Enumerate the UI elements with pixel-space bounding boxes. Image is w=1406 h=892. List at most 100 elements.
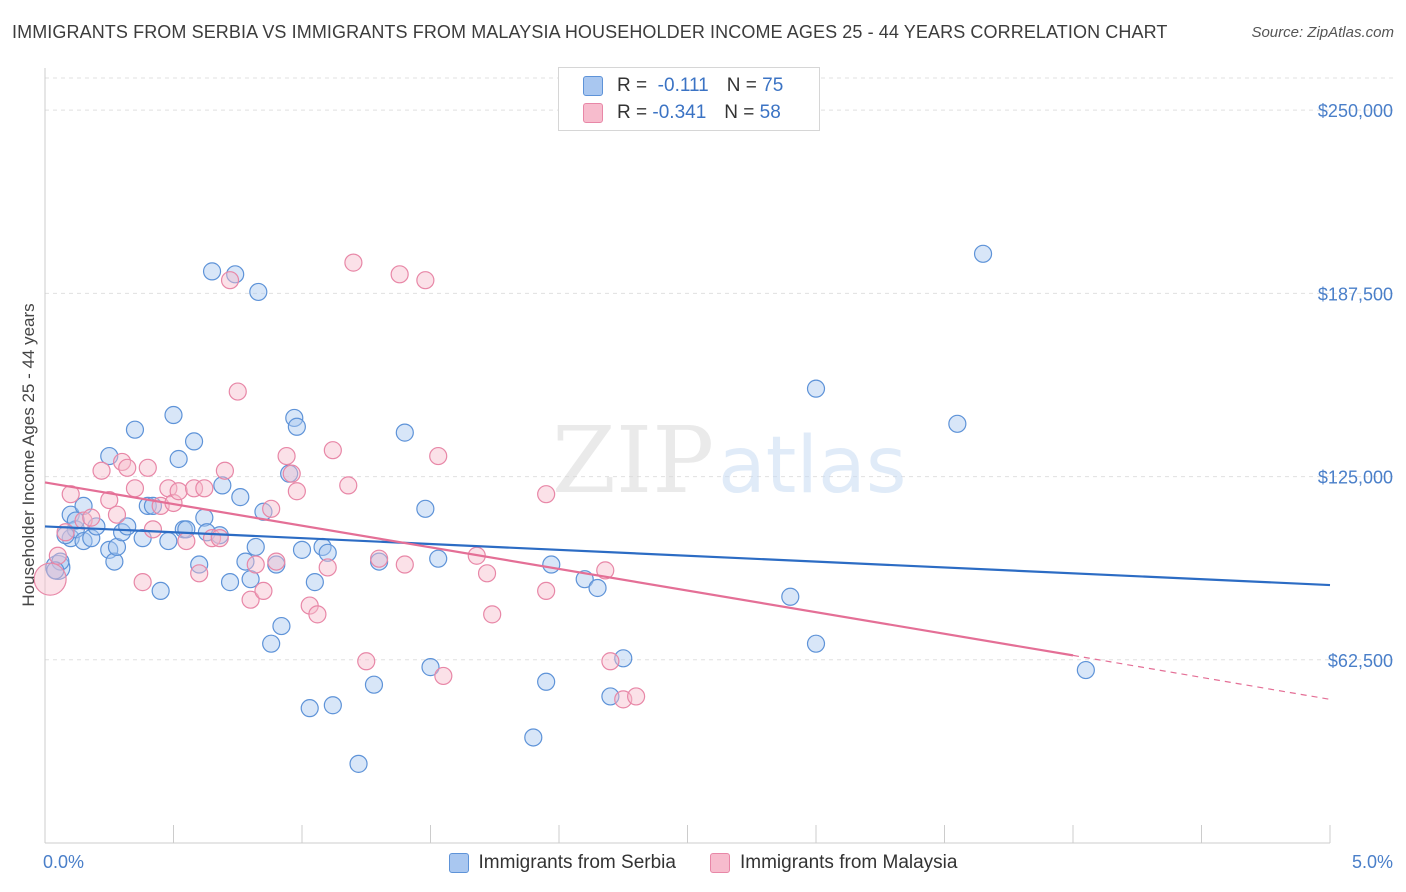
serbia-point bbox=[66, 511, 85, 530]
malaysia-point bbox=[215, 461, 234, 480]
malaysia-point bbox=[177, 531, 196, 551]
axes bbox=[44, 68, 1331, 844]
y-tick-label: $62,500 bbox=[1328, 651, 1393, 671]
malaysia-point bbox=[118, 458, 137, 477]
malaysia-point bbox=[287, 482, 306, 501]
malaysia-point bbox=[246, 555, 265, 574]
malaysia-point bbox=[133, 573, 152, 592]
serbia-point bbox=[82, 529, 101, 548]
y-tick-label: $250,000 bbox=[1318, 101, 1393, 121]
serbia-point bbox=[138, 496, 157, 516]
series-legend: Immigrants from Serbia Immigrants from M… bbox=[0, 852, 1406, 874]
serbia-point bbox=[524, 728, 543, 747]
serbia-point bbox=[429, 549, 448, 568]
malaysia-swatch bbox=[583, 103, 603, 123]
serbia-n-value: 75 bbox=[762, 75, 784, 96]
serbia-point bbox=[349, 754, 368, 773]
serbia-point bbox=[202, 262, 222, 281]
malaysia-n-value: 58 bbox=[759, 102, 781, 123]
serbia-point bbox=[159, 531, 178, 551]
x-tick-label-max: 5.0% bbox=[1352, 852, 1393, 872]
serbia-swatch bbox=[448, 853, 469, 873]
serbia-point bbox=[416, 499, 435, 518]
serbia-point bbox=[305, 573, 324, 592]
series-serbia-points bbox=[45, 244, 1095, 773]
serbia-point bbox=[246, 537, 265, 557]
trend-line-malaysia bbox=[44, 481, 1074, 657]
malaysia-point bbox=[601, 652, 620, 671]
legend-item-malaysia: Immigrants from Malaysia bbox=[709, 852, 958, 874]
malaysia-point bbox=[195, 479, 214, 498]
serbia-point bbox=[184, 432, 204, 451]
serbia-point bbox=[806, 634, 826, 653]
serbia-r-value: -0.111 bbox=[657, 75, 709, 96]
malaysia-point bbox=[267, 552, 286, 571]
watermark-zip: ZIP bbox=[552, 407, 714, 514]
serbia-point bbox=[300, 699, 319, 718]
correlation-legend: R = -0.111 N = 75 R = -0.341 N = 58 bbox=[558, 67, 820, 131]
malaysia-point bbox=[339, 476, 358, 495]
serbia-point bbox=[112, 523, 132, 542]
malaysia-point bbox=[82, 508, 101, 527]
serbia-point bbox=[323, 696, 342, 715]
watermark-atlas: atlas bbox=[718, 421, 907, 511]
trend-lines bbox=[44, 481, 1331, 700]
serbia-point bbox=[262, 634, 281, 653]
malaysia-point bbox=[477, 564, 497, 583]
malaysia-point bbox=[344, 253, 363, 272]
serbia-point bbox=[231, 488, 250, 507]
malaysia-point bbox=[112, 452, 132, 472]
malaysia-point bbox=[308, 605, 327, 624]
malaysia-point bbox=[92, 461, 111, 480]
serbia-point bbox=[105, 552, 124, 571]
malaysia-point bbox=[241, 590, 260, 609]
serbia-point bbox=[973, 244, 993, 263]
malaysia-point bbox=[254, 581, 273, 601]
serbia-point bbox=[164, 405, 183, 425]
malaysia-point bbox=[429, 446, 448, 466]
malaysia-point bbox=[596, 561, 615, 580]
source-note: Source: ZipAtlas.com bbox=[1251, 24, 1394, 41]
malaysia-point bbox=[33, 562, 67, 596]
serbia-point bbox=[781, 587, 800, 606]
malaysia-point bbox=[370, 549, 389, 568]
serbia-point bbox=[236, 552, 255, 571]
tick-labels: $62,500 $125,000 $187,500 $250,000 0.0% 5.0% bbox=[43, 101, 1393, 872]
malaysia-point bbox=[169, 482, 188, 501]
serbia-point bbox=[537, 672, 556, 691]
malaysia-point bbox=[228, 382, 247, 401]
malaysia-point bbox=[210, 529, 229, 548]
x-tick-label-min: 0.0% bbox=[43, 852, 84, 872]
serbia-point bbox=[226, 265, 245, 284]
malaysia-point bbox=[220, 271, 240, 290]
serbia-point bbox=[421, 658, 440, 677]
malaysia-point bbox=[100, 490, 119, 510]
serbia-point bbox=[542, 555, 561, 574]
malaysia-r-label: R = bbox=[617, 102, 648, 123]
malaysia-point bbox=[184, 479, 204, 498]
serbia-r-label: R = bbox=[617, 75, 648, 96]
malaysia-point bbox=[323, 441, 342, 460]
serbia-point bbox=[318, 543, 337, 562]
legend-item-serbia: Immigrants from Serbia bbox=[448, 852, 676, 874]
legend-label-serbia: Immigrants from Serbia bbox=[478, 852, 676, 873]
legend-row-malaysia: R = -0.341 N = 58 bbox=[583, 101, 781, 125]
watermark: ZIP atlas bbox=[552, 407, 907, 514]
trend-line-malaysia-extension bbox=[1072, 654, 1331, 700]
malaysia-point bbox=[48, 546, 67, 565]
malaysia-point bbox=[483, 605, 502, 624]
legend-label-malaysia: Immigrants from Malaysia bbox=[739, 852, 958, 873]
malaysia-point bbox=[143, 520, 163, 539]
serbia-point bbox=[806, 379, 826, 398]
serbia-point bbox=[364, 675, 384, 694]
serbia-point bbox=[169, 449, 188, 469]
malaysia-point bbox=[626, 687, 646, 706]
malaysia-point bbox=[416, 271, 435, 290]
serbia-point bbox=[1076, 660, 1095, 680]
malaysia-point bbox=[107, 505, 127, 524]
y-tick-label: $125,000 bbox=[1318, 468, 1393, 488]
malaysia-point bbox=[282, 464, 301, 483]
serbia-point bbox=[272, 616, 291, 636]
malaysia-point bbox=[190, 564, 209, 583]
serbia-point bbox=[213, 476, 232, 495]
